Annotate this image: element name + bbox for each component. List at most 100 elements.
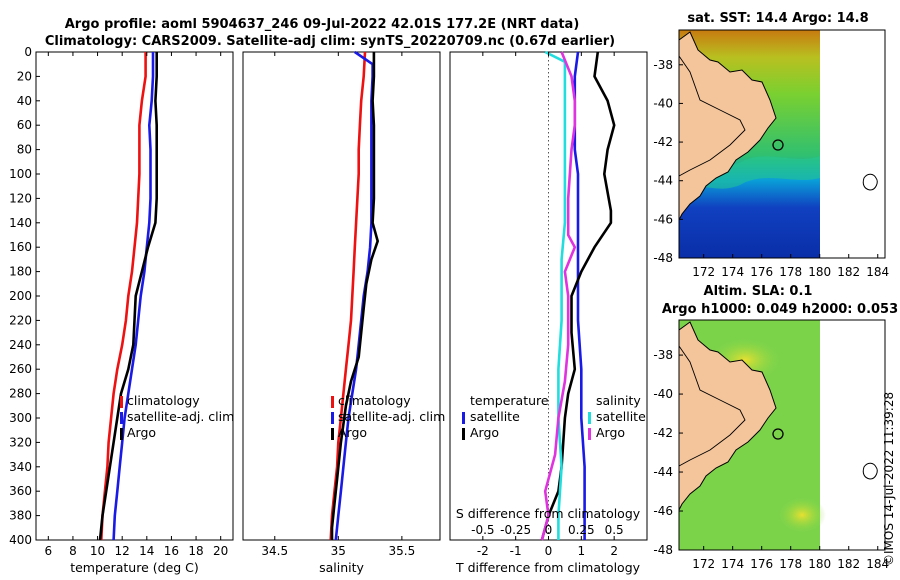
xtick-label: 35.5 — [389, 544, 416, 558]
sst-chatham-islands — [862, 173, 878, 191]
xtick-label: 0 — [545, 544, 553, 558]
s-diff-tick-label: 0 — [545, 523, 553, 537]
legend-title-salinity: salinity — [596, 393, 641, 408]
map-ytick-label: -40 — [653, 96, 673, 110]
salinity-panel: 34.5 35 35.5 salinity climatology satellit… — [242, 50, 445, 575]
sla-map-frame — [678, 319, 886, 551]
difference-xlabel: T difference from climatology — [455, 560, 641, 575]
legend-swatch-climatology — [331, 396, 334, 408]
legend-swatch-s-satellite — [588, 412, 591, 424]
series-climatology — [329, 51, 367, 541]
salinity-difference-legend: salinity satellite Argo — [588, 393, 646, 440]
ytick-label: 340 — [9, 460, 32, 474]
map-xtick-label: 182 — [837, 265, 860, 279]
xtick-label: 12 — [115, 544, 130, 558]
legend-s-satellite: satellite — [596, 409, 646, 424]
xtick-label: 16 — [164, 544, 179, 558]
sst-map-frame — [678, 29, 886, 259]
map-xtick-label: 172 — [692, 265, 715, 279]
series-satellite-adj-clim — [112, 52, 155, 541]
legend-t-satellite: satellite — [470, 409, 520, 424]
sla-chatham-islands — [862, 462, 878, 480]
xtick-label: -1 — [510, 544, 522, 558]
temperature-panel: 0 20 40 60 80 100 120 140 160 180 200 220 240 260 280 3… — [9, 45, 234, 575]
temperature-legend: climatology satellite-adj. clim Argo — [120, 393, 234, 440]
sst-new-zealand-land — [678, 31, 777, 221]
legend-climatology: climatology — [127, 393, 200, 408]
map-ytick-label: -38 — [653, 58, 673, 72]
map-ytick-label: -44 — [653, 174, 673, 188]
ytick-label: 240 — [9, 338, 32, 352]
map-xtick-label: 176 — [750, 265, 773, 279]
s-diff-tick-label: -0.5 — [471, 523, 494, 537]
sst-argo-location-marker — [772, 139, 784, 151]
series-climatology — [100, 52, 147, 541]
legend-swatch-climatology — [120, 396, 123, 408]
ytick-label: 0 — [24, 45, 32, 59]
series-s-argo — [540, 51, 577, 541]
xtick-label: 8 — [69, 544, 77, 558]
xtick-label: 18 — [188, 544, 203, 558]
difference-top-xlabel: S difference from climatology — [456, 506, 641, 521]
map-ytick-label: -48 — [653, 543, 673, 557]
map-xtick-label: 174 — [721, 557, 744, 571]
ytick-label: 280 — [9, 387, 32, 401]
legend-argo: Argo — [338, 425, 367, 440]
sla-map-title-line1: Altim. SLA: 0.1 — [704, 284, 813, 299]
map-ytick-label: -42 — [653, 135, 673, 149]
ytick-label: 160 — [9, 240, 32, 254]
legend-s-argo: Argo — [596, 425, 625, 440]
ytick-label: 200 — [9, 289, 32, 303]
map-xtick-label: 176 — [750, 557, 773, 571]
legend-swatch-satellite — [120, 412, 123, 424]
xtick-label: 34.5 — [261, 544, 288, 558]
legend-satellite-adj-clim: satellite-adj. clim — [338, 409, 445, 424]
legend-swatch-s-argo — [588, 428, 591, 440]
map-xtick-label: 174 — [721, 265, 744, 279]
legend-swatch-satellite — [331, 412, 334, 424]
map-ytick-label: -38 — [653, 348, 673, 362]
figure-title-line1: Argo profile: aoml 5904637_246 09-Jul-20… — [65, 17, 580, 32]
legend-title-temperature: temperature — [470, 393, 549, 408]
map-ytick-label: -42 — [653, 426, 673, 440]
ytick-label: 120 — [9, 191, 32, 205]
legend-t-argo: Argo — [470, 425, 499, 440]
xtick-label: 6 — [44, 544, 52, 558]
map-ytick-label: -48 — [653, 251, 673, 265]
ytick-label: 320 — [9, 435, 32, 449]
map-ytick-label: -44 — [653, 465, 673, 479]
xtick-label: 14 — [139, 544, 154, 558]
xtick-label: -2 — [477, 544, 489, 558]
ytick-label: 180 — [9, 265, 32, 279]
salinity-xlabel: salinity — [319, 560, 364, 575]
salinity-plot-frame — [242, 51, 441, 541]
map-xtick-label: 172 — [692, 557, 715, 571]
sst-map-title: sat. SST: 14.4 Argo: 14.8 — [687, 11, 868, 26]
sst-isobath — [678, 55, 746, 177]
legend-swatch-argo — [120, 428, 123, 440]
ytick-label: 260 — [9, 362, 32, 376]
ytick-label: 40 — [17, 94, 32, 108]
legend-swatch-t-satellite — [462, 412, 465, 424]
ytick-label: 60 — [17, 118, 32, 132]
ytick-label: 20 — [17, 69, 32, 83]
legend-swatch-t-argo — [462, 428, 465, 440]
ytick-label: 380 — [9, 509, 32, 523]
sst-map: sat. SST: 14.4 Argo: 14.8 -38 -40 -42 -44 -4… — [653, 11, 889, 279]
sla-map: Altim. SLA: 0.1 Argo h1000: 0.049 h2000:… — [653, 284, 898, 571]
difference-panel: -2 -1 0 1 2 T difference from climatology S … — [449, 50, 648, 575]
legend-swatch-argo — [331, 428, 334, 440]
s-diff-tick-label: 0.25 — [568, 523, 595, 537]
xtick-label: 35 — [331, 544, 346, 558]
series-argo — [98, 52, 158, 541]
ytick-label: 400 — [9, 533, 32, 547]
imos-watermark: ©IMOS 14-Jul-2022 11:39:28 — [882, 392, 896, 566]
xtick-label: 1 — [578, 544, 586, 558]
s-diff-tick-label: -0.25 — [500, 523, 531, 537]
map-ytick-label: -46 — [653, 212, 673, 226]
xtick-label: 2 — [610, 544, 618, 558]
sla-new-zealand-land — [678, 321, 777, 511]
map-xtick-label: 178 — [779, 557, 802, 571]
ytick-label: 300 — [9, 411, 32, 425]
